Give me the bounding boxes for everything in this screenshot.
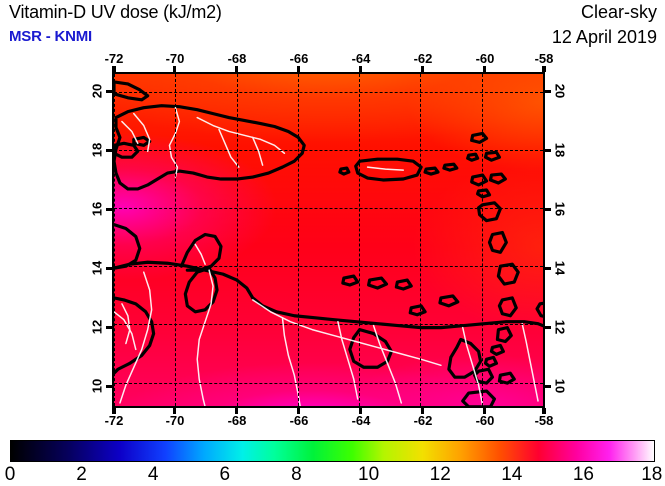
axis-tick-bottom: -66 <box>289 413 309 428</box>
gridlines <box>114 74 543 406</box>
tick-mark-right <box>545 385 551 388</box>
axis-tick-bottom: -62 <box>413 413 433 428</box>
axis-tick-left: 14 <box>89 260 105 276</box>
axis-tick-left: 18 <box>89 142 105 158</box>
axis-tick-top: -66 <box>289 51 309 66</box>
axis-tick-bottom: -70 <box>165 413 185 428</box>
tick-mark-top <box>542 66 546 72</box>
axis-tick-top: -58 <box>534 51 554 66</box>
colorbar-tick: 12 <box>429 464 451 485</box>
colorbar-tick: 8 <box>291 464 302 485</box>
colorbar-tick: 4 <box>147 464 159 485</box>
tick-mark-top <box>173 66 176 72</box>
date-label: 12 April 2019 <box>551 27 657 47</box>
colorbar-tick: 6 <box>219 464 231 485</box>
colorbar-tick: 14 <box>501 464 523 485</box>
tick-mark-top <box>297 66 300 72</box>
axis-tick-bottom: -68 <box>227 413 247 428</box>
colorbar-gradient <box>10 440 655 462</box>
uv-dose-heatmap-field <box>114 74 543 406</box>
colorbar-tick: 18 <box>641 464 663 485</box>
gridline-horizontal <box>114 208 543 210</box>
gridline-horizontal <box>114 266 543 268</box>
gridline-horizontal <box>114 324 543 326</box>
axis-tick-bottom: -60 <box>475 413 495 428</box>
page-title: Vitamin-D UV dose (kJ/m2) <box>9 2 222 22</box>
colorbar: 0 2 4 6 8 10 12 14 16 18 <box>5 440 662 485</box>
axis-tick-top: -68 <box>227 51 247 66</box>
gridline-horizontal <box>114 91 543 93</box>
tick-mark-bottom <box>359 408 362 414</box>
axis-tick-right: 10 <box>552 378 568 394</box>
tick-mark-bottom <box>297 408 300 414</box>
tick-mark-bottom <box>112 408 116 414</box>
axis-tick-top: -70 <box>165 51 185 66</box>
axis-tick-right: 20 <box>552 83 568 99</box>
tick-mark-left <box>106 90 112 93</box>
axis-tick-right: 18 <box>552 142 568 158</box>
gridline-vertical <box>175 74 177 406</box>
tick-mark-bottom <box>235 408 238 414</box>
gridline-vertical <box>114 74 115 406</box>
colorbar-tick: 16 <box>572 464 594 485</box>
tick-mark-right <box>545 149 551 152</box>
axis-tick-top: -72 <box>104 51 124 66</box>
gridline-horizontal <box>114 149 543 151</box>
tick-mark-right <box>545 90 551 93</box>
sky-condition-label: Clear-sky <box>580 2 657 22</box>
tick-mark-bottom <box>173 408 176 414</box>
tick-mark-left <box>106 149 112 152</box>
axis-tick-top: -60 <box>475 51 495 66</box>
tick-mark-bottom <box>421 408 424 414</box>
tick-mark-top <box>421 66 424 72</box>
tick-mark-left <box>106 208 112 211</box>
gridline-vertical <box>297 74 299 406</box>
tick-mark-top <box>112 66 116 72</box>
tick-mark-top <box>359 66 362 72</box>
coastline-overlay <box>114 80 543 406</box>
axis-tick-top: -62 <box>413 51 433 66</box>
axis-tick-left: 16 <box>89 201 105 217</box>
axis-tick-left: 20 <box>89 83 105 99</box>
axis-tick-bottom: -72 <box>104 413 124 428</box>
tick-mark-top <box>483 66 486 72</box>
tick-mark-top <box>235 66 238 72</box>
colorbar-tick: 0 <box>4 464 16 485</box>
data-source-label: MSR - KNMI <box>9 28 92 45</box>
axis-tick-bottom: -64 <box>351 413 371 428</box>
tick-mark-left <box>106 385 112 388</box>
map-plot-area <box>112 72 545 408</box>
axis-tick-right: 12 <box>552 319 568 335</box>
axis-tick-top: -64 <box>351 51 371 66</box>
axis-tick-bottom: -58 <box>534 413 554 428</box>
tick-mark-bottom <box>483 408 486 414</box>
colorbar-tick: 2 <box>76 464 87 485</box>
tick-mark-left <box>106 267 112 270</box>
axis-tick-right: 16 <box>552 201 568 217</box>
axis-tick-left: 12 <box>89 319 105 335</box>
gridline-vertical <box>359 74 361 406</box>
axis-tick-left: 10 <box>89 378 105 394</box>
tick-mark-right <box>545 267 551 270</box>
gridline-horizontal <box>114 382 543 384</box>
gridline-vertical <box>420 74 422 406</box>
gridline-vertical <box>236 74 238 406</box>
gridline-vertical <box>481 74 483 406</box>
tick-mark-right <box>545 326 551 329</box>
tick-mark-left <box>106 326 112 329</box>
tick-mark-bottom <box>542 408 546 414</box>
colorbar-tick: 10 <box>358 464 380 485</box>
axis-tick-right: 14 <box>552 260 568 276</box>
tick-mark-right <box>545 208 551 211</box>
